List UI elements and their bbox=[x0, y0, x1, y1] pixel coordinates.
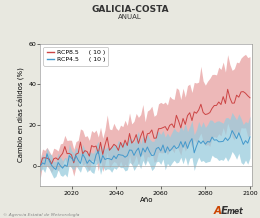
Text: met: met bbox=[227, 207, 244, 216]
Text: ANUAL: ANUAL bbox=[118, 14, 142, 20]
Text: A: A bbox=[213, 206, 221, 216]
Text: E: E bbox=[221, 206, 228, 216]
Legend: RCP8.5     ( 10 ), RCP4.5     ( 10 ): RCP8.5 ( 10 ), RCP4.5 ( 10 ) bbox=[43, 47, 108, 66]
Y-axis label: Cambio en días cálidos (%): Cambio en días cálidos (%) bbox=[18, 68, 25, 162]
Text: GALICIA-COSTA: GALICIA-COSTA bbox=[91, 5, 169, 14]
X-axis label: Año: Año bbox=[140, 197, 153, 203]
Text: © Agencia Estatal de Meteorología: © Agencia Estatal de Meteorología bbox=[3, 213, 79, 217]
